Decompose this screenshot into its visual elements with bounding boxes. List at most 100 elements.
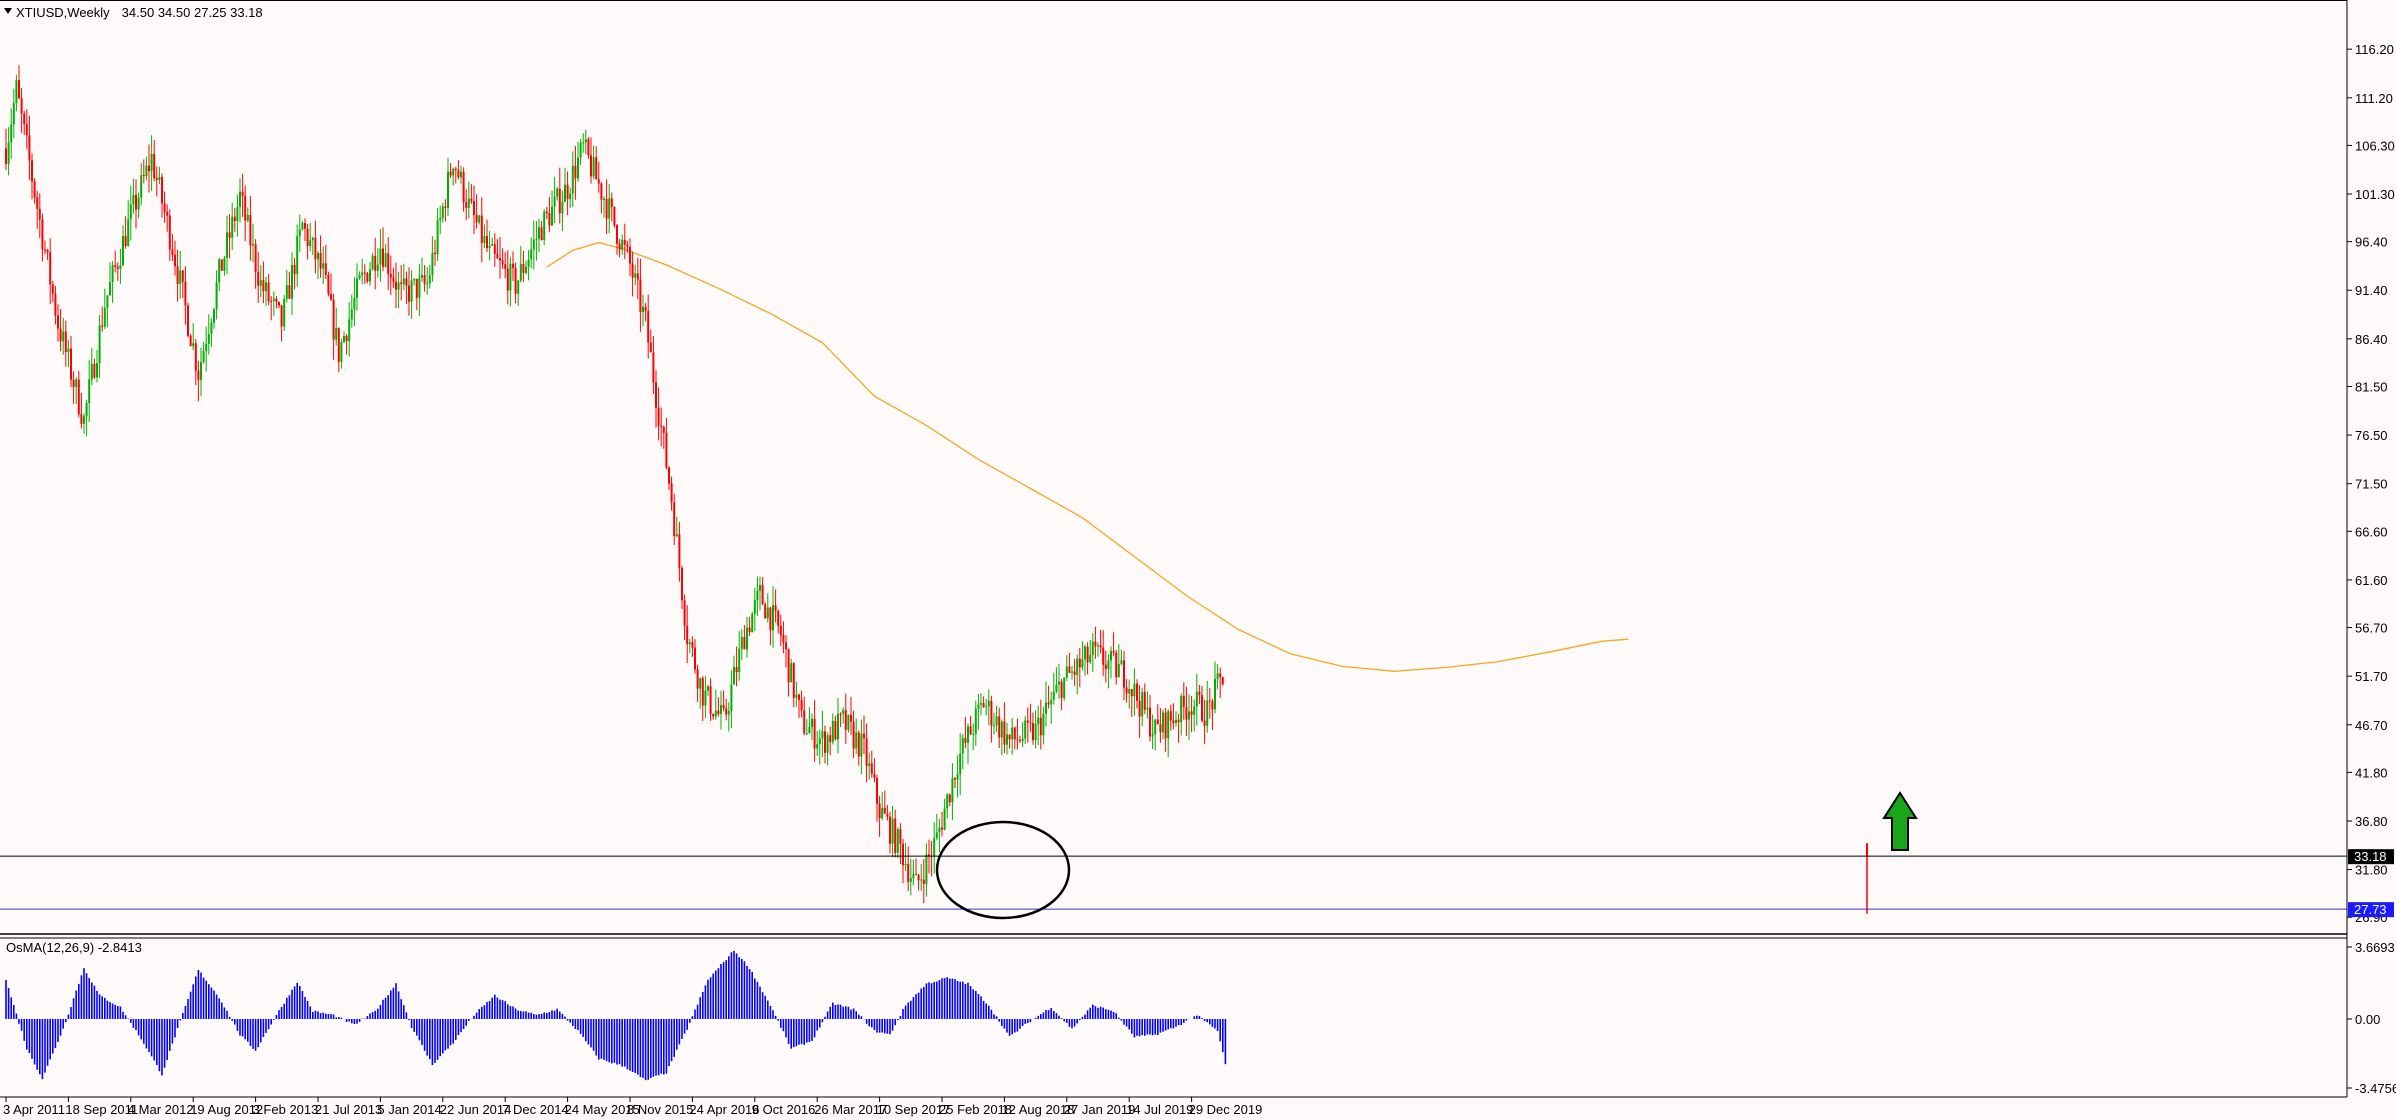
candle	[85, 400, 88, 437]
candle	[236, 194, 239, 237]
candle	[324, 244, 327, 280]
candle	[907, 846, 910, 891]
candle	[561, 190, 564, 232]
current-price-badge	[2348, 849, 2394, 865]
candle	[904, 842, 907, 872]
candle	[647, 294, 650, 359]
candle	[551, 190, 553, 226]
candle	[982, 696, 985, 708]
candle	[197, 360, 200, 402]
candle	[527, 250, 530, 281]
candle	[293, 257, 296, 290]
candle	[629, 238, 631, 277]
candle	[83, 413, 85, 434]
candle	[1128, 679, 1131, 709]
candle	[153, 140, 156, 182]
candle	[535, 221, 538, 261]
price-pane[interactable]	[0, 65, 2347, 920]
candle	[350, 294, 353, 328]
candle	[171, 233, 174, 261]
candle	[595, 146, 598, 180]
candle	[1065, 655, 1068, 681]
candle	[915, 858, 917, 876]
menu-triangle-icon[interactable]	[4, 8, 12, 14]
candle	[436, 208, 439, 261]
candle	[532, 220, 535, 270]
osma-pane[interactable]	[5, 950, 1227, 1081]
candle	[1201, 685, 1203, 723]
candle	[738, 631, 741, 681]
candle	[1024, 716, 1027, 744]
osma-tick-label: -3.4756	[2355, 1081, 2396, 1096]
candle	[493, 233, 496, 267]
candle	[847, 714, 850, 733]
candle	[369, 262, 371, 286]
candle	[18, 65, 20, 100]
candle	[486, 219, 488, 253]
candle	[218, 257, 221, 292]
candle	[824, 725, 826, 764]
candle	[5, 128, 7, 171]
candle	[1172, 703, 1175, 730]
candle	[894, 809, 897, 858]
candle	[691, 636, 694, 657]
candle	[215, 270, 218, 320]
candle	[231, 202, 234, 251]
candle	[839, 712, 842, 727]
candle	[782, 621, 785, 654]
candle	[1076, 654, 1079, 695]
candle	[366, 271, 369, 284]
candle	[818, 729, 821, 765]
candle	[421, 257, 423, 283]
time-tick-label: 19 Aug 2012	[190, 1102, 263, 1117]
time-tick-label: 8 Nov 2015	[627, 1102, 694, 1117]
candle	[119, 248, 122, 284]
candle	[298, 214, 301, 252]
candle	[1055, 667, 1058, 694]
candle	[166, 204, 169, 232]
candle	[62, 317, 65, 355]
candle	[410, 270, 413, 319]
candle	[954, 776, 956, 789]
current-price-label: 33.18	[2354, 849, 2387, 864]
candle	[7, 127, 10, 176]
candle	[423, 265, 426, 292]
candle	[90, 347, 93, 386]
price-tick-label: 31.80	[2355, 863, 2388, 878]
candle	[1026, 707, 1029, 743]
candle	[1089, 639, 1092, 665]
price-tick-label: 96.40	[2355, 235, 2388, 250]
candle	[306, 223, 309, 260]
candle	[439, 205, 442, 234]
candle	[1138, 685, 1141, 738]
candle	[899, 823, 902, 865]
candle	[1034, 710, 1037, 749]
candle	[1107, 654, 1110, 689]
symbol-title: XTIUSD,Weekly 34.50 34.50 27.25 33.18	[16, 5, 263, 20]
candle	[618, 238, 621, 258]
candle	[811, 713, 813, 741]
price-tick-label: 51.70	[2355, 669, 2388, 684]
candle	[1019, 735, 1021, 744]
candle	[764, 602, 767, 619]
candle	[935, 813, 938, 841]
candle	[257, 252, 260, 303]
time-tick-label: 22 Jun 2014	[440, 1102, 512, 1117]
candle	[969, 715, 972, 736]
candle	[54, 285, 57, 325]
candle	[881, 792, 884, 821]
candle	[36, 190, 39, 229]
candle	[735, 646, 738, 687]
candle	[1000, 719, 1003, 755]
candle	[769, 606, 772, 646]
candle	[712, 713, 715, 720]
candle	[519, 246, 522, 283]
candle	[759, 576, 761, 611]
candle	[1097, 642, 1099, 657]
candle	[774, 589, 777, 623]
candle	[327, 271, 330, 297]
candle	[707, 685, 709, 696]
candle	[1133, 668, 1136, 717]
candle-last	[1866, 843, 1868, 914]
